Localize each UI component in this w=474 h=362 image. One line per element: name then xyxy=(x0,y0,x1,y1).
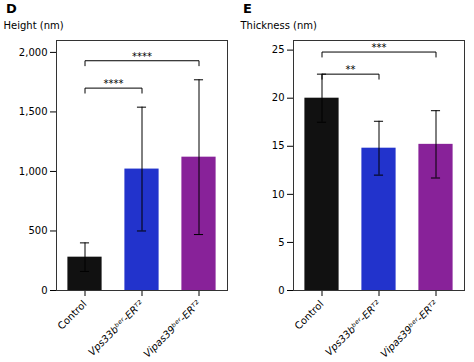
svg-text:Vipas39ᵇᵉʳ-ERᵀ²: Vipas39ᵇᵉʳ-ERᵀ² xyxy=(378,298,439,358)
svg-text:1,500: 1,500 xyxy=(19,106,48,117)
svg-text:Thickness (nm): Thickness (nm) xyxy=(240,20,318,31)
svg-text:Control: Control xyxy=(292,298,325,331)
svg-text:****: **** xyxy=(132,51,152,62)
svg-text:Vipas39ᵇᵉʳ-ERᵀ²: Vipas39ᵇᵉʳ-ERᵀ² xyxy=(141,298,202,358)
svg-text:20: 20 xyxy=(272,92,285,103)
svg-text:10: 10 xyxy=(272,189,285,200)
svg-text:1,000: 1,000 xyxy=(19,166,48,177)
svg-text:15: 15 xyxy=(272,140,285,151)
svg-text:2,000: 2,000 xyxy=(19,47,48,58)
svg-text:**: ** xyxy=(346,64,356,75)
html-text:D: D xyxy=(6,1,17,16)
svg-text:Vps33bᵇᵉʳ-ERᵀ²: Vps33bᵇᵉʳ-ERᵀ² xyxy=(86,298,146,358)
svg-text:****: **** xyxy=(104,78,124,89)
svg-text:0: 0 xyxy=(278,285,284,296)
svg-text:Height (nm): Height (nm) xyxy=(4,20,64,31)
svg-text:Vps33bᵇᵉʳ-ERᵀ²: Vps33bᵇᵉʳ-ERᵀ² xyxy=(323,298,383,358)
svg-text:25: 25 xyxy=(272,44,285,55)
svg-text:500: 500 xyxy=(28,225,47,236)
html-text:E: E xyxy=(243,1,252,16)
svg-text:0: 0 xyxy=(41,285,47,296)
svg-text:5: 5 xyxy=(278,237,284,248)
svg-text:Control: Control xyxy=(55,298,88,331)
svg-text:***: *** xyxy=(372,42,387,53)
